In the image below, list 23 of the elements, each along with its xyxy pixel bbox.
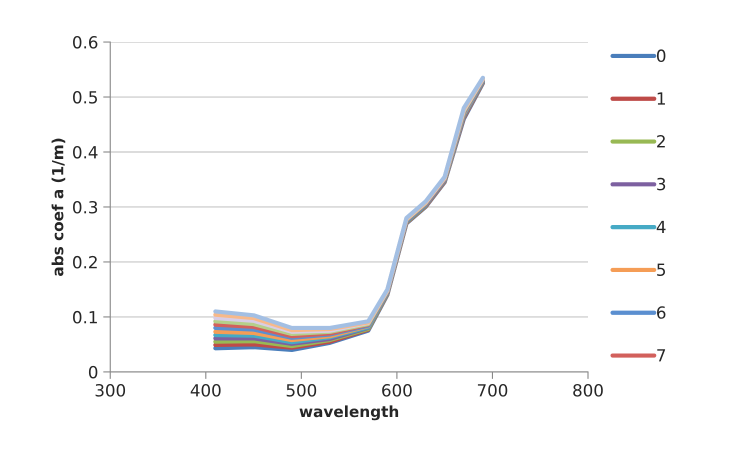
legend-label: 6 xyxy=(657,306,666,319)
y-tick-label: 0.5 xyxy=(73,90,97,104)
y-axis-title: abs coef a (1/m) xyxy=(52,138,66,276)
legend-label: 5 xyxy=(657,264,666,276)
legend-label: 0 xyxy=(656,49,666,62)
legend-label: 7 xyxy=(657,349,666,362)
y-tick-label: 0.2 xyxy=(73,256,97,269)
legend-label: 2 xyxy=(657,135,665,148)
x-tick-label: 300 xyxy=(96,384,126,397)
x-axis-title: wavelength xyxy=(299,405,398,420)
y-tick-label: 0.4 xyxy=(73,146,98,159)
x-tick-label: 700 xyxy=(478,384,508,397)
x-tick-label: 800 xyxy=(573,384,603,397)
y-tick-label: 0 xyxy=(88,366,98,378)
legend-label: 4 xyxy=(656,220,666,233)
legend-label: 3 xyxy=(657,178,666,190)
legend-label: 1 xyxy=(658,92,665,105)
x-tick-label: 600 xyxy=(382,384,412,397)
x-tick-label: 500 xyxy=(286,384,316,397)
x-tick-label: 400 xyxy=(190,384,221,397)
y-tick-label: 0.3 xyxy=(73,200,98,214)
y-tick-label: 0.1 xyxy=(73,310,97,324)
y-tick-label: 0.6 xyxy=(73,36,98,49)
